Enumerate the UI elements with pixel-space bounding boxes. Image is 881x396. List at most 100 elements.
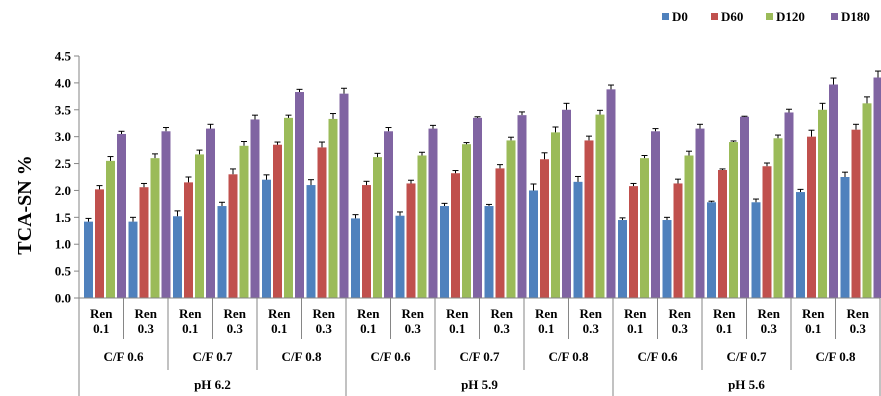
legend-label: D0 xyxy=(672,9,688,24)
y-tick-label: 0.0 xyxy=(55,291,71,306)
bar-d60 xyxy=(673,183,683,298)
bar-d120 xyxy=(195,154,204,298)
legend-swatch-d180 xyxy=(831,13,838,20)
x-category-label: Ren xyxy=(758,306,781,321)
bar-d120 xyxy=(106,160,115,298)
bar-d60 xyxy=(718,170,727,298)
x-category-label: Ren xyxy=(357,306,380,321)
cf-group-label: C/F 0.6 xyxy=(104,349,144,364)
x-category-label: 0.3 xyxy=(405,321,422,336)
bar-d60 xyxy=(807,136,816,298)
y-tick-label: 1.5 xyxy=(55,210,72,225)
bar-d60 xyxy=(851,129,861,298)
bar-d120 xyxy=(595,114,605,299)
x-category-label: 0.3 xyxy=(850,321,867,336)
x-category-label: 0.1 xyxy=(93,321,109,336)
bar-d120 xyxy=(818,109,827,299)
bar-d180 xyxy=(651,131,660,298)
bar-d180 xyxy=(250,119,260,298)
bar-d180 xyxy=(161,131,171,298)
bar-d180 xyxy=(384,131,393,298)
y-tick-label: 2.0 xyxy=(55,183,71,198)
bar-d120 xyxy=(284,117,293,298)
y-tick-label: 0.5 xyxy=(55,264,72,279)
bar-d0 xyxy=(484,206,494,298)
x-category-label: Ren xyxy=(313,306,336,321)
bar-d0 xyxy=(529,190,538,298)
bar-d0 xyxy=(662,220,672,298)
bar-d0 xyxy=(306,185,316,298)
x-category-label: 0.3 xyxy=(494,321,511,336)
cf-group-label: C/F 0.8 xyxy=(282,349,322,364)
bar-d60 xyxy=(406,183,416,298)
x-category-label: Ren xyxy=(802,306,825,321)
legend-label: D180 xyxy=(841,9,870,24)
bar-d60 xyxy=(629,186,638,298)
bar-d180 xyxy=(695,128,705,298)
bar-d0 xyxy=(796,192,805,298)
bar-d180 xyxy=(339,93,349,299)
bar-d180 xyxy=(428,128,438,298)
bar-d180 xyxy=(206,128,215,298)
cf-group-label: C/F 0.6 xyxy=(638,349,678,364)
x-category-label: 0.1 xyxy=(360,321,376,336)
cf-group-label: C/F 0.7 xyxy=(727,349,767,364)
x-category-label: Ren xyxy=(446,306,469,321)
x-category-label: Ren xyxy=(713,306,736,321)
bar-d0 xyxy=(751,202,761,298)
x-axis: Ren0.1Ren0.3Ren0.1Ren0.3Ren0.1Ren0.3Ren0… xyxy=(78,297,881,396)
cf-group-label: C/F 0.8 xyxy=(549,349,589,364)
bar-d180 xyxy=(117,133,126,298)
x-category-label: 0.1 xyxy=(182,321,198,336)
bar-d120 xyxy=(150,158,160,298)
bar-d60 xyxy=(317,147,327,298)
x-category-label: 0.1 xyxy=(805,321,821,336)
cf-group-label: C/F 0.7 xyxy=(193,349,233,364)
bar-d60 xyxy=(228,174,238,298)
legend-swatch-d120 xyxy=(766,13,773,20)
x-category-label: Ren xyxy=(624,306,647,321)
x-category-label: Ren xyxy=(135,306,158,321)
bar-d180 xyxy=(562,109,571,299)
bar-d60 xyxy=(184,182,193,298)
bar-d120 xyxy=(551,132,560,298)
y-tick-label: 4.5 xyxy=(55,49,72,64)
bar-d0 xyxy=(573,181,583,298)
cf-group-label: C/F 0.8 xyxy=(816,349,856,364)
bar-d120 xyxy=(640,158,649,298)
bar-d60 xyxy=(95,189,104,298)
bar-d180 xyxy=(784,112,794,298)
bar-d120 xyxy=(773,138,783,298)
bar-d120 xyxy=(328,118,338,298)
bar-d180 xyxy=(606,89,616,298)
x-category-label: Ren xyxy=(535,306,558,321)
bar-d0 xyxy=(217,206,227,298)
legend-swatch-d60 xyxy=(711,13,718,20)
bar-d0 xyxy=(395,215,405,298)
y-tick-label: 1.0 xyxy=(55,237,71,252)
y-tick-label: 2.5 xyxy=(55,156,72,171)
bar-d180 xyxy=(740,116,749,298)
ph-group-label: pH 5.9 xyxy=(461,377,498,392)
bar-d0 xyxy=(128,221,138,298)
bar-d60 xyxy=(584,140,594,298)
bar-d60 xyxy=(362,185,371,298)
bar-d0 xyxy=(262,179,271,298)
x-category-label: 0.3 xyxy=(227,321,244,336)
y-tick-label: 3.5 xyxy=(55,102,72,117)
bar-d60 xyxy=(273,144,282,298)
bar-d60 xyxy=(139,187,149,298)
x-category-label: 0.3 xyxy=(761,321,778,336)
bar-d120 xyxy=(684,155,694,298)
x-category-label: Ren xyxy=(224,306,247,321)
bar-d180 xyxy=(873,77,881,298)
legend-label: D120 xyxy=(776,9,805,24)
legend-swatch-d0 xyxy=(662,13,669,20)
ph-group-label: pH 6.2 xyxy=(194,377,231,392)
x-category-label: Ren xyxy=(669,306,692,321)
x-category-label: 0.1 xyxy=(538,321,554,336)
bar-d120 xyxy=(373,157,382,298)
bar-d120 xyxy=(417,155,427,298)
y-tick-label: 3.0 xyxy=(55,129,71,144)
bars xyxy=(84,70,881,299)
